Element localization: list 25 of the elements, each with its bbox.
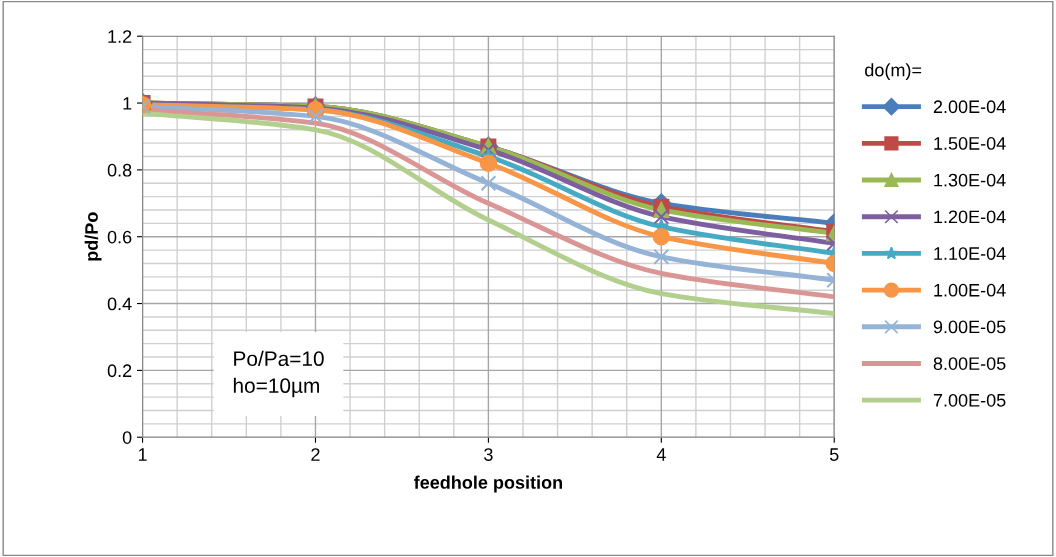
x-tick-label: 1 [138, 448, 147, 461]
y-tick-label: 0.2 [107, 364, 132, 378]
legend-label: 2.00E-04 [933, 100, 1006, 114]
legend-label: 7.00E-05 [933, 393, 1006, 407]
x-tick-label: 3 [484, 448, 493, 461]
legend-label: 1.20E-04 [934, 210, 1006, 224]
legend-label: 8.00E-05 [933, 357, 1006, 370]
x-tick-label: 5 [829, 448, 839, 461]
annotation: Po/Pa=10 ho=10µm [233, 350, 324, 398]
y-tick-label: 0 [122, 431, 132, 444]
legend-label: 1.50E-04 [934, 137, 1006, 150]
legend-title: do(m)= [865, 63, 922, 81]
y-axis-title: pd/Po [84, 212, 102, 261]
x-tick-label: 2 [311, 448, 320, 461]
x-axis-title: feedhole position [413, 475, 563, 493]
legend-label: 1.00E-04 [934, 283, 1006, 297]
y-tick-label: 0.4 [107, 297, 132, 311]
legend-label: 1.30E-04 [934, 173, 1006, 187]
legend-label: 9.00E-05 [933, 320, 1006, 334]
y-tick-label: 0.8 [107, 163, 132, 177]
legend-label: 1.10E-04 [934, 247, 1006, 260]
y-tick-label: 1 [123, 97, 132, 110]
x-tick-label: 4 [656, 448, 666, 461]
y-tick-label: 1.2 [108, 30, 132, 43]
y-tick-label: 0.6 [107, 230, 132, 244]
